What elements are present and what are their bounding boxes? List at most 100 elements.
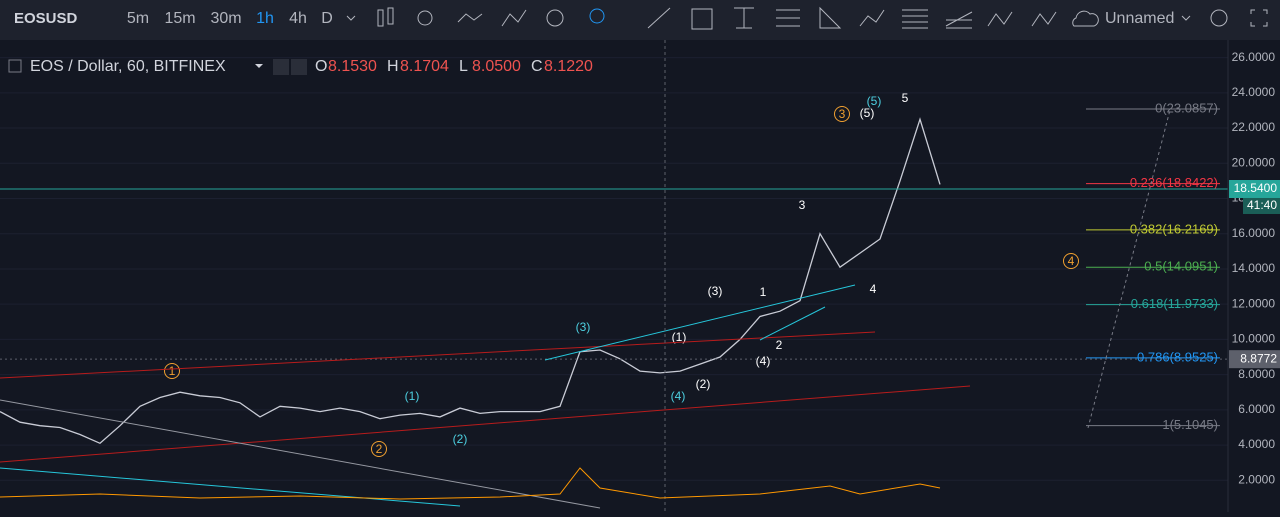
y-tick-label: 24.0000 — [1232, 85, 1276, 99]
interval-button[interactable]: 5m — [127, 10, 149, 27]
fib-label: 0(23.0857) — [1155, 100, 1218, 115]
trend-line — [544, 284, 856, 361]
measure-tool[interactable] — [945, 11, 973, 29]
price-tag-label: 18.5400 — [1234, 181, 1278, 195]
fib-label: 0.5(14.0951) — [1144, 259, 1218, 274]
wave-circle — [1063, 253, 1079, 269]
price-tag — [1229, 179, 1280, 198]
legend-button[interactable] — [291, 59, 307, 75]
ohlc-value: 8.0500 — [472, 58, 521, 75]
ohlc-key: H — [387, 58, 399, 75]
ohlc-value: 8.1220 — [544, 58, 593, 75]
y-tick-label: 16.0000 — [1232, 226, 1276, 240]
alert-icon[interactable] — [546, 9, 564, 27]
wave-label: 2 — [376, 442, 383, 456]
interval-button[interactable]: 30m — [210, 10, 241, 27]
price-tag — [1229, 350, 1280, 369]
wave-label: (5) — [860, 106, 875, 120]
dropdown-icon[interactable] — [346, 15, 356, 21]
fib-trend — [1087, 109, 1171, 429]
interval-button[interactable]: 1h — [256, 10, 274, 27]
wave-label: 4 — [870, 282, 877, 296]
ohlc-key: C — [531, 58, 543, 75]
price-line — [0, 117, 941, 445]
ohlc-value: 8.1530 — [328, 58, 377, 75]
legend-dropdown[interactable] — [255, 64, 263, 68]
interval-button[interactable]: D — [321, 10, 333, 27]
ohlc: O 8.1530 H 8.1704 L 8.0500 C 8.1220 — [315, 58, 593, 75]
layout-dropdown[interactable] — [1181, 15, 1191, 21]
indicator-line — [0, 467, 941, 500]
fib-label: 0.382(16.2169) — [1130, 221, 1218, 236]
y-tick-label: 10.0000 — [1232, 332, 1276, 346]
axis-background — [1228, 40, 1280, 512]
wave-circle — [164, 363, 180, 379]
layout-name[interactable]: Unnamed — [1105, 10, 1174, 27]
trend-line — [0, 385, 971, 463]
collapse-icon[interactable] — [8, 59, 22, 73]
interval-button[interactable]: 15m — [164, 10, 195, 27]
toolbar: EOSUSD 5m 15m 30m 1h 4h D Unnamed — [0, 0, 1280, 40]
pitchfork-tool[interactable] — [776, 9, 800, 27]
y-tick-label: 26.0000 — [1232, 50, 1276, 64]
wave-label: 5 — [902, 91, 909, 105]
y-tick-label: 14.0000 — [1232, 261, 1276, 275]
y-tick-label: 2.0000 — [1238, 472, 1275, 486]
pattern-tool[interactable] — [859, 9, 885, 27]
wave-label: (4) — [756, 354, 771, 368]
legend-button[interactable] — [273, 59, 289, 75]
wave-label: (3) — [708, 284, 723, 298]
wave-label: (5) — [867, 94, 882, 108]
candles-icon[interactable] — [377, 9, 384, 27]
wave-label: 1 — [760, 285, 767, 299]
interval-button[interactable]: 4h — [289, 10, 307, 27]
y-tick-label: 8.0000 — [1238, 367, 1275, 381]
wave-label: (2) — [696, 377, 711, 391]
text-tool[interactable] — [734, 7, 754, 29]
fib-tool[interactable] — [819, 6, 842, 29]
compare-icon[interactable] — [417, 10, 433, 26]
candles-icon[interactable] — [387, 7, 394, 25]
fullscreen-icon[interactable] — [1250, 9, 1268, 27]
fib-label: 0.786(8.9525) — [1137, 349, 1218, 364]
tool-icons — [377, 6, 1268, 30]
trend-line — [0, 467, 461, 507]
settings-icon[interactable] — [1210, 9, 1228, 27]
y-tick-label: 20.0000 — [1232, 155, 1276, 169]
price-tag-label: 8.8772 — [1240, 351, 1277, 365]
rect-tool[interactable] — [691, 8, 713, 30]
legend: EOS / Dollar, 60, BITFINEX O 8.1530 H 8.170… — [8, 58, 593, 75]
wave-circle — [371, 441, 387, 457]
indicator-icon[interactable] — [457, 13, 483, 23]
line-tool[interactable] — [647, 7, 671, 29]
drawings — [0, 40, 1171, 512]
wave-label: 2 — [776, 338, 783, 352]
idea-icon[interactable] — [589, 8, 605, 24]
toolbar-background — [0, 0, 1280, 40]
wave-label: 1 — [169, 364, 176, 378]
price-axis: 2.0000 4.0000 6.0000 8.0000 10.0000 12.0000 14… — [1227, 40, 1280, 512]
ohlc-key: O — [315, 58, 327, 75]
elliott-tool[interactable] — [1031, 11, 1057, 27]
wave-label: (2) — [453, 432, 468, 446]
templates-icon[interactable] — [501, 9, 527, 27]
fib-label: 1(5.1045) — [1162, 417, 1218, 432]
legend-title: EOS / Dollar, 60, BITFINEX — [30, 58, 226, 75]
fib-label: 0.618(11.9733) — [1131, 296, 1218, 311]
abcd-tool[interactable] — [987, 11, 1013, 27]
ohlc-value: 8.1704 — [400, 58, 449, 75]
ohlc-key: L — [459, 58, 468, 75]
prediction-tool[interactable] — [902, 9, 928, 29]
trend-line — [0, 399, 601, 509]
countdown-tag — [1243, 197, 1280, 214]
wave-label: 4 — [1068, 254, 1075, 268]
y-tick-label: 4.0000 — [1238, 437, 1275, 451]
wave-label: 3 — [839, 107, 846, 121]
trend-line — [759, 306, 826, 341]
wave-label: (1) — [405, 389, 420, 403]
intervals: 5m 15m 30m 1h 4h D — [127, 10, 333, 27]
cloud-icon[interactable] — [1072, 10, 1099, 27]
symbol[interactable]: EOSUSD — [14, 10, 78, 27]
